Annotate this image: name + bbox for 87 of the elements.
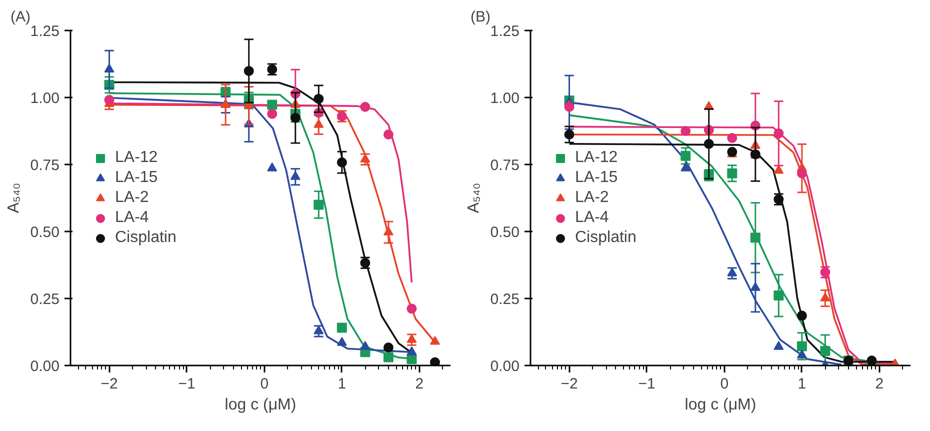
point: [774, 290, 784, 301]
point: [430, 357, 440, 366]
legend-label: LA-2: [115, 188, 149, 206]
chart-title: (A): [10, 8, 30, 26]
y-tick-label: 0.00: [490, 358, 520, 375]
point: [750, 149, 760, 160]
point: [267, 108, 278, 119]
y-tick-label: 1.25: [30, 23, 60, 40]
y-tick-label: 0.25: [490, 291, 520, 308]
chart-title: (B): [470, 8, 490, 26]
x-tick-label: −2: [560, 376, 578, 392]
legend-label: Cisplatin: [115, 228, 176, 246]
legend-label: LA-2: [575, 188, 609, 206]
point: [406, 304, 417, 314]
point: [336, 337, 347, 346]
point: [704, 138, 714, 149]
x-tick-label: 2: [415, 376, 424, 392]
point: [774, 341, 784, 350]
point: [774, 128, 784, 138]
point: [383, 129, 394, 140]
legend-label: LA-12: [115, 148, 158, 166]
point: [727, 268, 738, 276]
point: [774, 164, 784, 174]
legend-label: LA-15: [115, 168, 158, 186]
point: [314, 326, 324, 334]
point: [727, 132, 738, 143]
point: [360, 154, 370, 163]
y-tick-label: 0.25: [30, 291, 60, 308]
point: [680, 162, 691, 172]
point: [564, 102, 574, 112]
point: [564, 129, 574, 140]
point: [750, 232, 760, 243]
x-tick-label: −1: [638, 376, 656, 392]
point: [406, 334, 417, 343]
point: [314, 200, 324, 210]
x-axis-title: log c (μM): [224, 396, 296, 414]
point: [750, 282, 760, 291]
point: [314, 94, 324, 104]
point: [383, 352, 394, 362]
y-tick-label: 0.50: [30, 224, 60, 241]
point: [796, 168, 807, 178]
x-tick-label: 1: [338, 376, 346, 392]
legend-label: LA-4: [115, 208, 149, 226]
point: [336, 157, 347, 168]
point: [314, 119, 324, 128]
point: [267, 100, 278, 110]
point: [383, 226, 394, 236]
x-tick-label: 0: [720, 376, 729, 392]
y-tick-label: 1.00: [490, 90, 520, 107]
point: [290, 171, 300, 180]
y-tick-label: 1.00: [30, 90, 60, 107]
point: [820, 292, 830, 302]
y-tick-label: 0.00: [30, 358, 60, 375]
point: [796, 350, 807, 358]
point: [406, 354, 417, 364]
legend-label: LA-4: [575, 208, 609, 226]
point: [680, 150, 691, 161]
point: [360, 102, 370, 112]
point: [796, 341, 807, 352]
legend-label: Cisplatin: [575, 228, 636, 246]
point: [820, 346, 830, 356]
y-tick-label: 1.25: [490, 23, 520, 40]
point: [360, 341, 370, 350]
y-tick-label: 0.75: [30, 157, 60, 174]
legend-label: LA-15: [575, 168, 618, 186]
y-axis-title: A₅₄₀: [5, 182, 22, 214]
point: [383, 342, 394, 353]
point: [290, 112, 300, 123]
point: [267, 162, 278, 172]
point: [406, 346, 417, 356]
y-tick-label: 0.75: [490, 157, 520, 174]
point: [244, 66, 254, 76]
point: [680, 126, 691, 136]
point: [104, 64, 114, 72]
x-tick-label: 0: [260, 376, 269, 392]
point: [430, 336, 440, 345]
point: [796, 310, 807, 321]
point: [104, 94, 114, 105]
x-tick-label: −2: [100, 376, 118, 392]
x-tick-label: 2: [875, 376, 884, 392]
x-tick-label: 1: [798, 376, 806, 392]
y-tick-label: 0.50: [490, 224, 520, 241]
legend-label: LA-12: [575, 148, 618, 166]
x-axis-title: log c (μM): [684, 396, 756, 414]
y-axis-title: A₅₄₀: [465, 182, 482, 214]
point: [727, 168, 738, 178]
x-tick-label: −1: [178, 376, 196, 392]
